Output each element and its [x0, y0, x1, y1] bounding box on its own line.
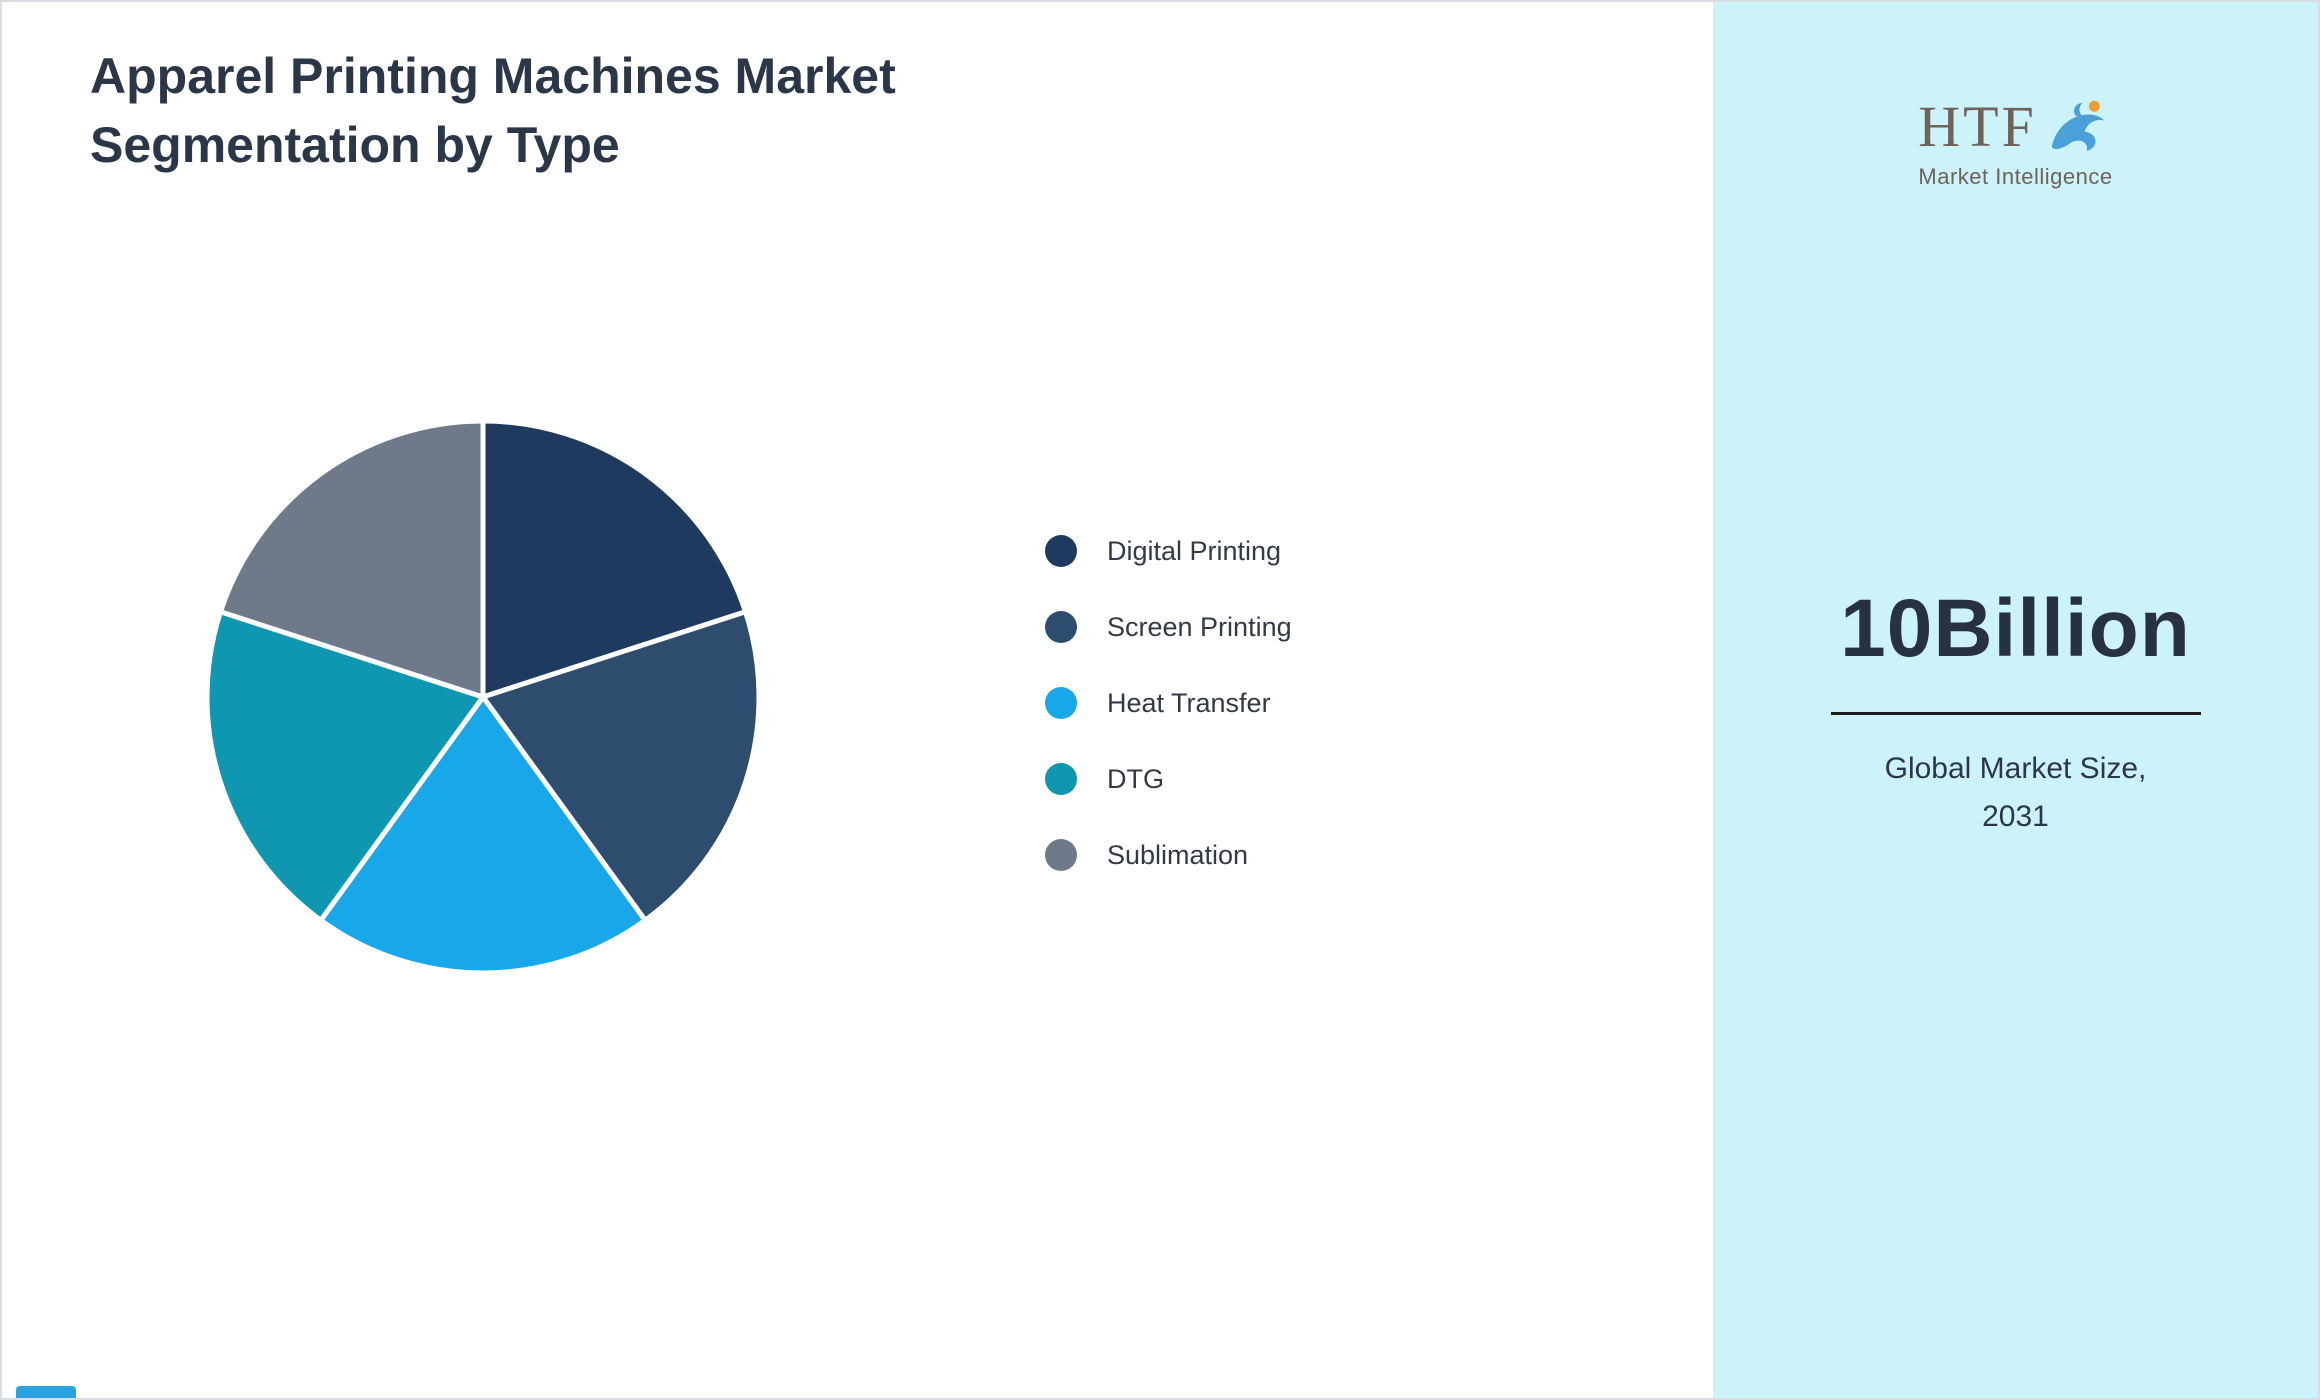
- page-title: Apparel Printing Machines Market Segment…: [90, 42, 896, 180]
- logo-row: HTF: [1918, 92, 2113, 162]
- legend-color-dot: [1045, 535, 1077, 567]
- legend-color-dot: [1045, 611, 1077, 643]
- legend-item-digital-printing: Digital Printing: [1045, 513, 1292, 589]
- logo-text: HTF: [1918, 94, 2037, 159]
- pie-slice-digital-printing: [480, 418, 748, 700]
- legend-item-screen-printing: Screen Printing: [1045, 589, 1292, 665]
- pie-slice-screen-printing: [480, 609, 762, 923]
- market-size-value: 10Billion: [1840, 583, 2191, 674]
- legend-item-heat-transfer: Heat Transfer: [1045, 665, 1292, 741]
- pie-slice-sublimation: [218, 418, 486, 700]
- pie-slice-heat-transfer: [318, 694, 648, 976]
- market-size-block: 10Billion Global Market Size, 2031: [1713, 582, 2318, 841]
- logo: HTF Market Intelligence: [1713, 92, 2318, 190]
- page-title-line2: Segmentation by Type: [90, 117, 620, 173]
- divider-line: [1830, 712, 2201, 715]
- market-size-label: Global Market Size, 2031: [1713, 745, 2318, 841]
- legend-label: Digital Printing: [1107, 535, 1282, 566]
- dolphin-icon: [2051, 100, 2105, 152]
- legend-color-dot: [1045, 687, 1077, 719]
- page-title-line1: Apparel Printing Machines Market: [90, 48, 896, 104]
- legend-label: DTG: [1107, 763, 1164, 794]
- legend-label: Heat Transfer: [1107, 687, 1271, 718]
- pie-chart: [204, 418, 762, 976]
- legend-item-dtg: DTG: [1045, 741, 1292, 817]
- pie-slice-dtg: [204, 609, 486, 923]
- market-size-label-line1: Global Market Size,: [1884, 752, 2147, 785]
- legend-item-sublimation: Sublimation: [1045, 817, 1292, 893]
- chart-legend: Digital Printing Screen Printing Heat Tran…: [1045, 513, 1292, 893]
- legend-label: Sublimation: [1107, 839, 1249, 870]
- legend-color-dot: [1045, 763, 1077, 795]
- accent-bar: [16, 1386, 76, 1398]
- sidebar: HTF Market Intelligence 10Billion Global…: [1713, 2, 2318, 1398]
- market-size-label-line2: 2031: [1982, 800, 2049, 833]
- logo-subtext: Market Intelligence: [1918, 164, 2113, 189]
- legend-color-dot: [1045, 839, 1077, 871]
- legend-label: Screen Printing: [1107, 611, 1292, 642]
